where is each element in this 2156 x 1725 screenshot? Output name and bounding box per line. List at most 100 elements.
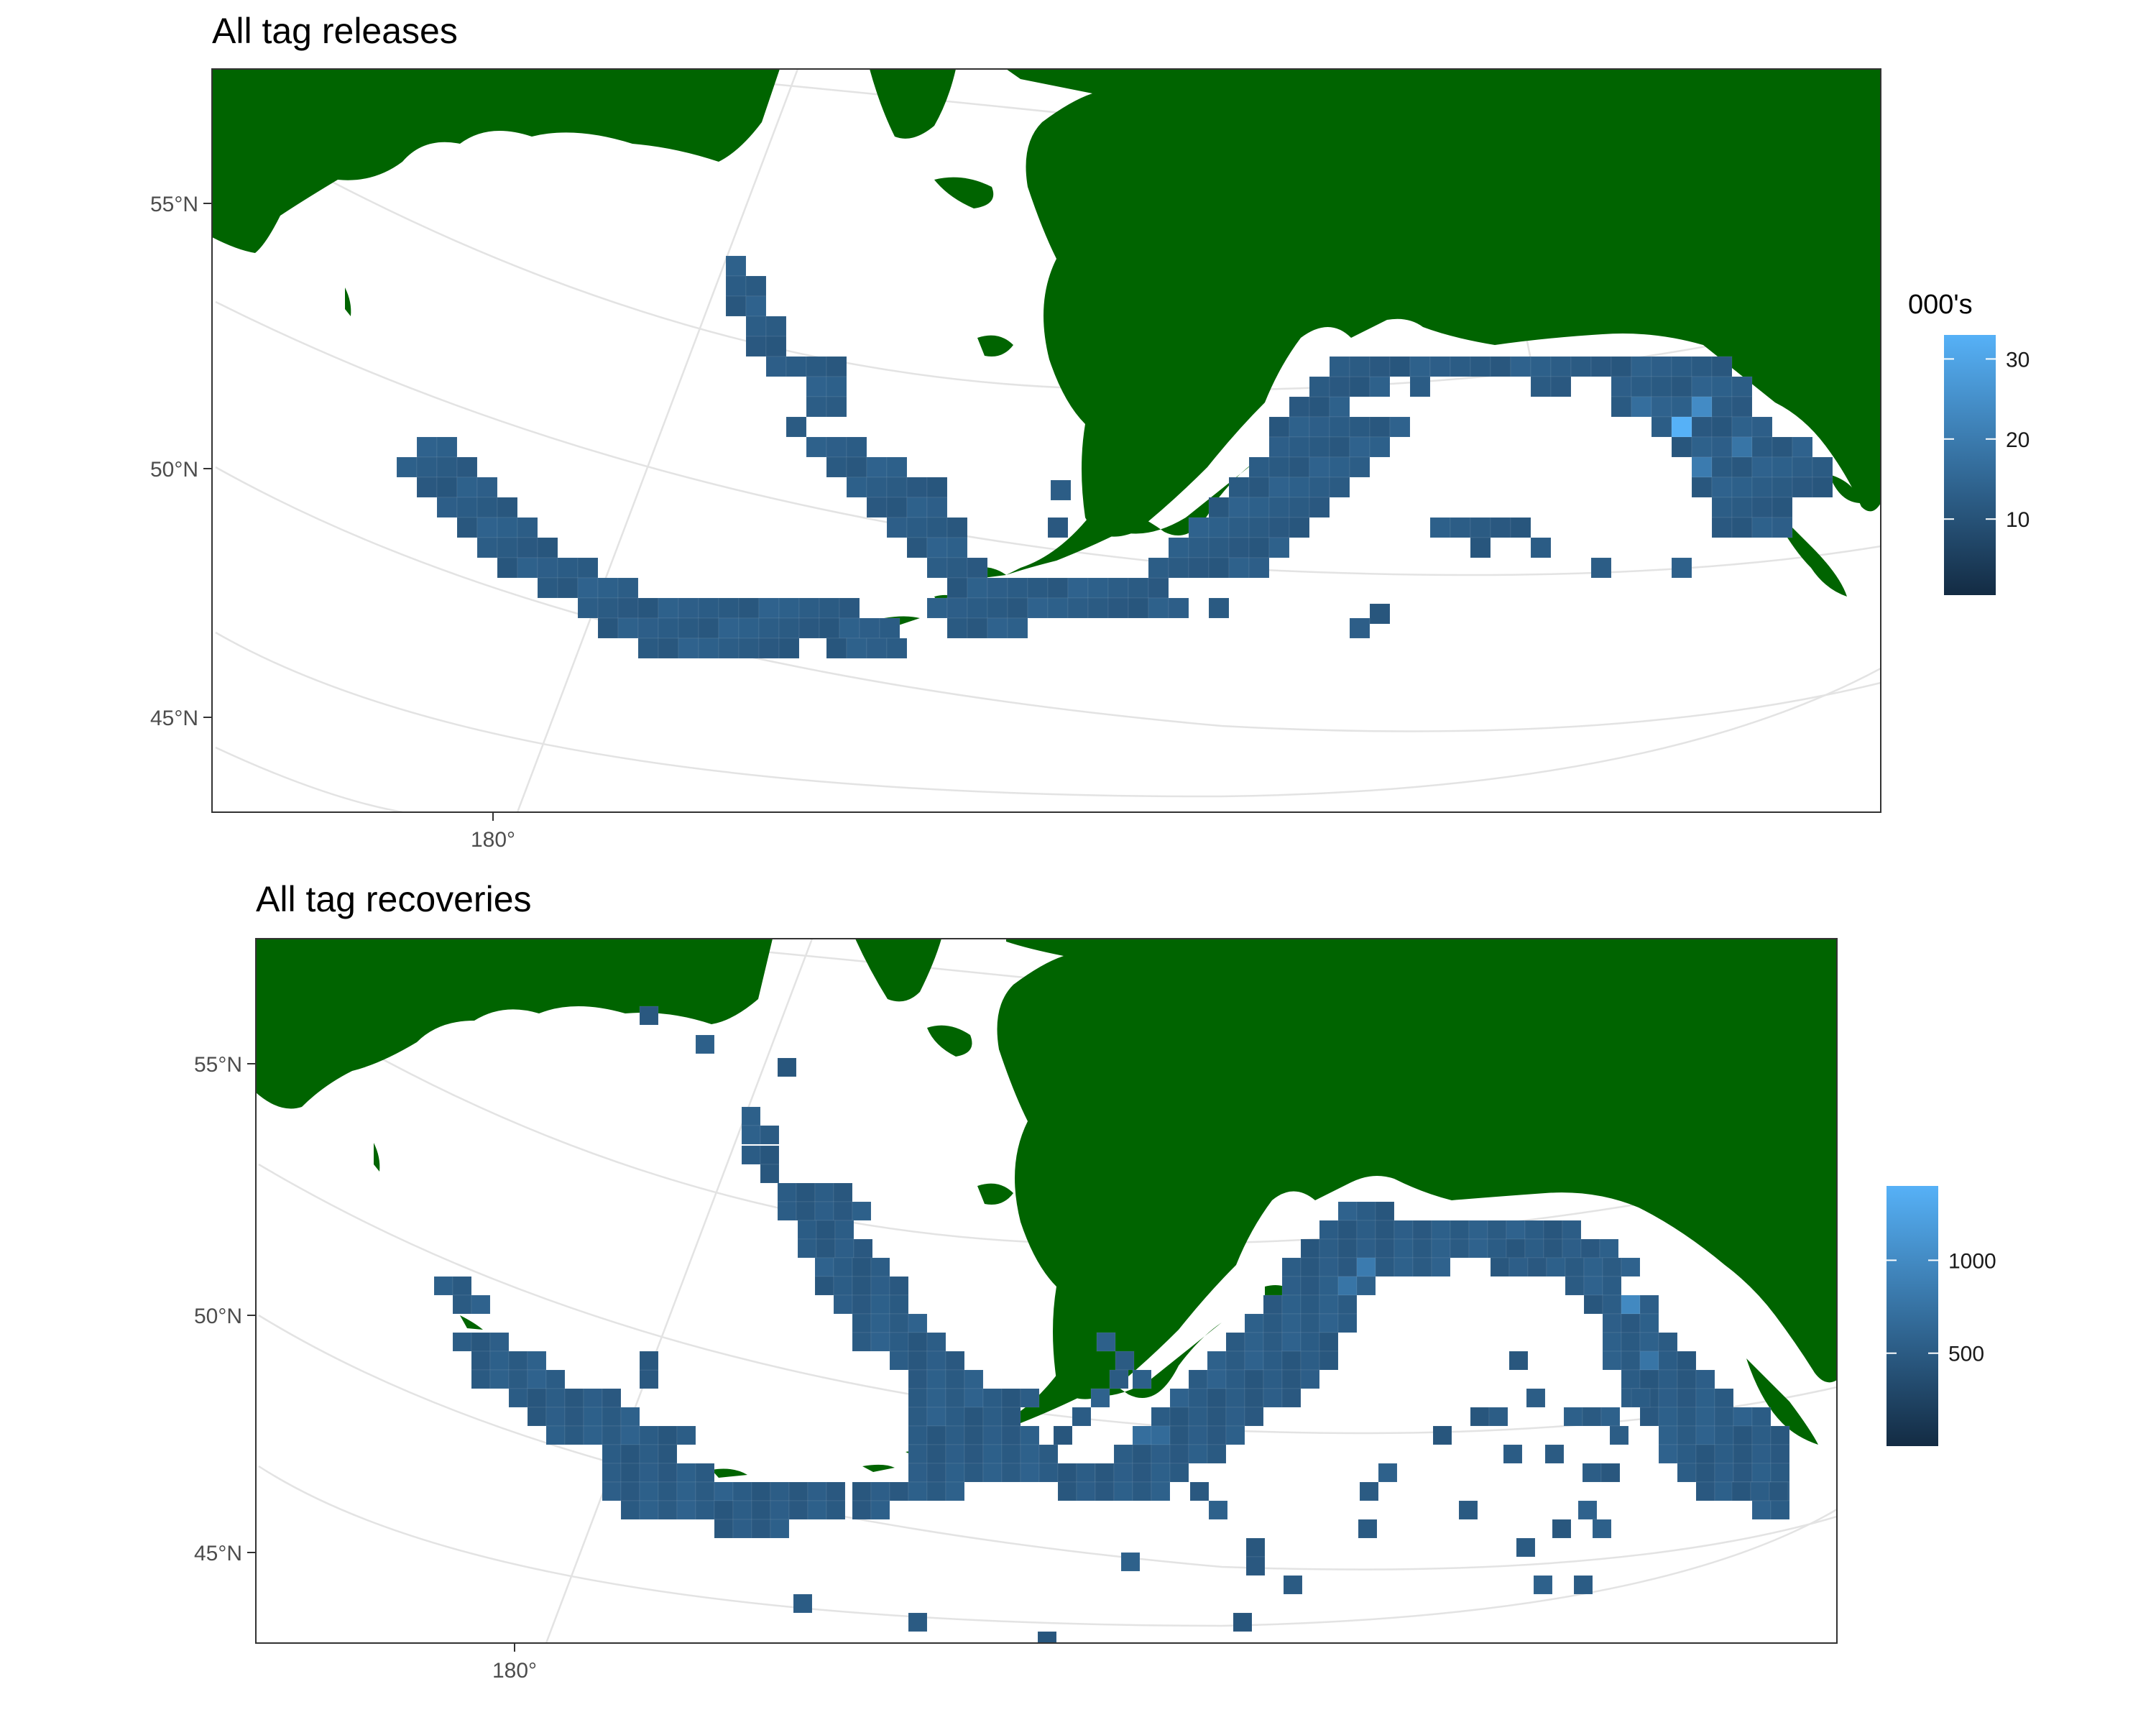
grid-cell — [620, 1407, 640, 1427]
grid-cell — [1020, 1444, 1040, 1464]
recoveries-legend: 1000 500 — [1886, 1186, 1996, 1446]
grid-cell — [945, 1425, 965, 1445]
grid-cell — [1309, 456, 1330, 478]
grid-cell — [1590, 557, 1612, 579]
grid-cell — [1128, 597, 1149, 619]
grid-cell — [806, 396, 827, 418]
grid-cell — [396, 456, 418, 478]
legend-tick-label: 500 — [1948, 1343, 1984, 1366]
grid-cell — [1487, 1238, 1507, 1259]
grid-cell — [1228, 537, 1250, 558]
grid-cell — [1671, 557, 1692, 579]
grid-cell — [833, 1201, 853, 1221]
grid-cell — [964, 1369, 984, 1389]
grid-cell — [908, 1612, 928, 1632]
grid-cell — [1107, 577, 1129, 599]
grid-cell — [1550, 376, 1572, 397]
grid-cell — [1375, 1220, 1395, 1240]
grid-cell — [695, 1481, 715, 1501]
grid-cell — [676, 1425, 696, 1445]
grid-cell — [770, 1500, 790, 1520]
grid-cell — [1602, 1257, 1622, 1277]
legend-ticks: 1000 500 — [1886, 1249, 1996, 1366]
grid-cell — [1711, 456, 1733, 478]
grid-cell — [1300, 1257, 1320, 1277]
grid-cell — [852, 1276, 872, 1296]
grid-cell — [1244, 1332, 1264, 1352]
grid-cell — [1228, 497, 1250, 518]
grid-cell — [866, 456, 888, 478]
grid-cell — [1552, 1519, 1572, 1539]
grid-cell — [1378, 1463, 1398, 1483]
grid-cell — [1001, 1444, 1021, 1464]
grid-cell — [1530, 356, 1552, 377]
grid-cell — [456, 497, 478, 518]
grid-cell — [1691, 477, 1713, 498]
grid-cell — [1244, 1407, 1264, 1427]
grid-cell — [597, 597, 619, 619]
grid-cell — [676, 1463, 696, 1483]
grid-cell — [1651, 376, 1672, 397]
grid-cell — [1128, 577, 1149, 599]
grid-cell — [807, 1481, 827, 1501]
grid-cell — [1289, 396, 1310, 418]
grid-cell — [1228, 517, 1250, 538]
grid-cell — [1639, 1313, 1659, 1333]
grid-cell — [1751, 456, 1773, 478]
grid-cell — [833, 1294, 853, 1315]
grid-cell — [846, 477, 867, 498]
grid-cell — [620, 1481, 640, 1501]
grid-cell — [1621, 1313, 1641, 1333]
grid-cell — [557, 557, 579, 579]
grid-cell — [658, 1463, 678, 1483]
grid-cell — [1168, 557, 1189, 579]
grid-cell — [1691, 416, 1713, 438]
grid-cell — [1349, 456, 1370, 478]
grid-cell — [967, 557, 988, 579]
grid-cell — [583, 1407, 603, 1427]
grid-cell — [602, 1481, 622, 1501]
grid-cell — [1289, 416, 1310, 438]
grid-cell — [545, 1407, 566, 1427]
grid-cell — [945, 1351, 965, 1371]
grid-cell — [1582, 1463, 1602, 1483]
grid-cell — [1691, 396, 1713, 418]
grid-cell — [1369, 603, 1391, 625]
grid-cell — [765, 316, 787, 337]
grid-cell — [1329, 477, 1350, 498]
grid-cell — [1375, 1201, 1395, 1221]
grid-cell — [788, 1481, 808, 1501]
grid-cell — [1319, 1351, 1339, 1371]
grid-cell — [637, 597, 659, 619]
grid-cell — [1544, 1444, 1565, 1464]
grid-cell — [839, 617, 860, 639]
grid-cell — [1169, 1463, 1189, 1483]
grid-cell — [926, 477, 948, 498]
grid-cell — [1772, 477, 1793, 498]
grid-cell — [834, 1220, 854, 1240]
grid-cell — [1319, 1313, 1339, 1333]
grid-cell — [1349, 416, 1370, 438]
grid-cell — [777, 1057, 797, 1077]
grid-cell — [695, 1463, 715, 1483]
grid-cell — [695, 1500, 715, 1520]
grid-cell — [1530, 537, 1552, 558]
grid-cell — [1570, 356, 1592, 377]
grid-cell — [718, 597, 740, 619]
plot-frame — [211, 68, 1881, 813]
legend-tick-label: 30 — [2006, 348, 2030, 372]
grid-cell — [964, 1425, 984, 1445]
grid-cell — [1050, 479, 1072, 501]
grid-cell — [620, 1444, 640, 1464]
grid-cell — [1546, 1257, 1566, 1277]
grid-cell — [852, 1500, 872, 1520]
grid-cell — [1369, 436, 1391, 458]
grid-cell — [1337, 1201, 1358, 1221]
grid-cell — [1527, 1257, 1547, 1277]
grid-cell — [1329, 356, 1350, 377]
grid-cell — [1289, 456, 1310, 478]
grid-cell — [1188, 1425, 1208, 1445]
grid-cell — [1792, 477, 1813, 498]
y-tick-label: 45°N — [150, 707, 198, 730]
grid-cell — [1309, 497, 1330, 518]
